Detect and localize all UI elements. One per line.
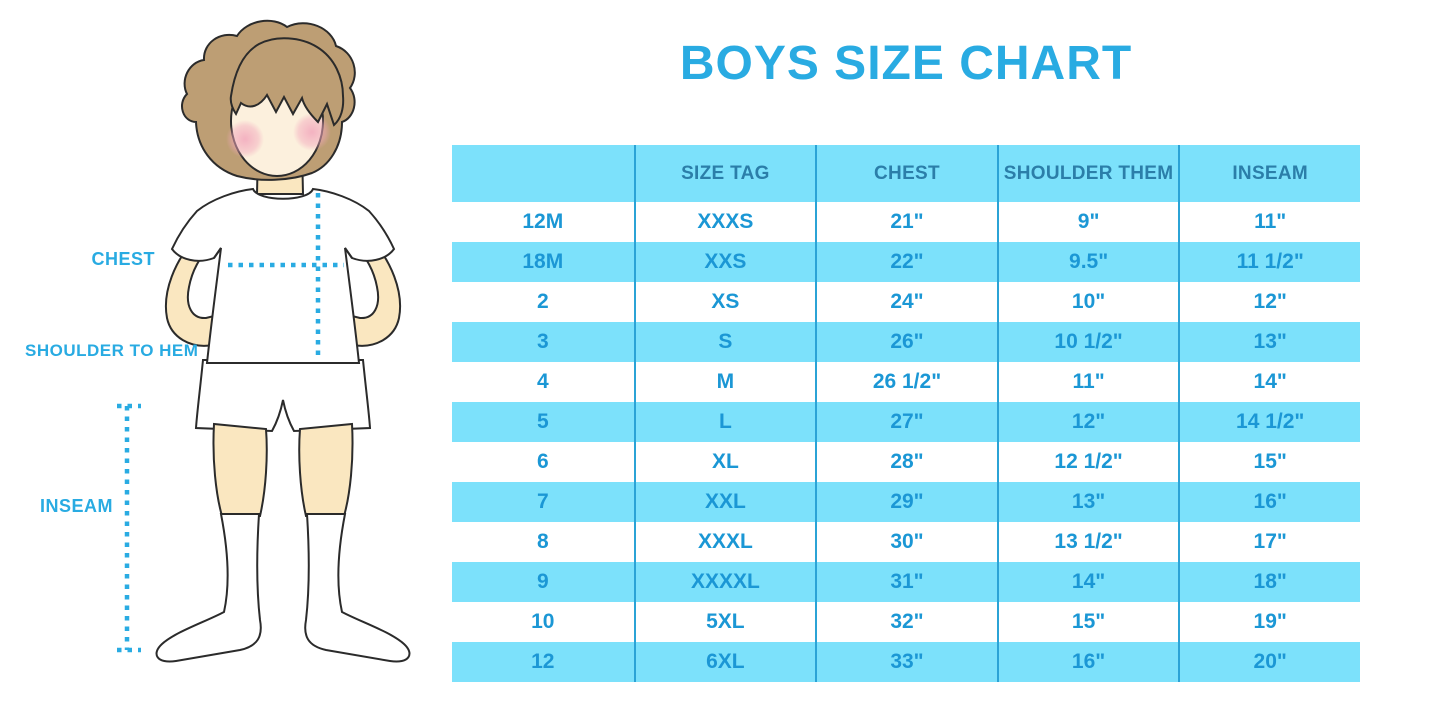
table-cell: 11 1/2"	[1178, 242, 1360, 282]
table-cell: 11"	[1178, 202, 1360, 242]
table-cell: XXXXL	[633, 562, 816, 602]
table-cell: 5XL	[633, 602, 816, 642]
table-cell: 18"	[1178, 562, 1360, 602]
table-cell: XXXS	[633, 202, 816, 242]
header-cell	[452, 145, 634, 202]
table-cell: 8	[452, 522, 634, 562]
table-cell: 9.5"	[996, 242, 1179, 282]
header-cell: INSEAM	[1178, 145, 1360, 202]
sleeve-fold-lines	[213, 247, 353, 259]
table-cell: 12"	[996, 402, 1179, 442]
table-cell: 26 1/2"	[815, 362, 997, 402]
table-cell: 20"	[1178, 642, 1360, 682]
table-cell: 7	[452, 482, 634, 522]
table-cell: 22"	[815, 242, 997, 282]
table-cell: 30"	[815, 522, 997, 562]
table-cell: 14"	[996, 562, 1179, 602]
table-cell: 29"	[815, 482, 997, 522]
table-cell: 11"	[996, 362, 1179, 402]
table-cell: 4	[452, 362, 634, 402]
inseam-label: INSEAM	[40, 496, 114, 516]
right-leg	[298, 422, 354, 517]
table-cell: 16"	[996, 642, 1179, 682]
table-cell: 27"	[815, 402, 997, 442]
table-cell: 32"	[815, 602, 997, 642]
table-cell: 13 1/2"	[996, 522, 1179, 562]
header-cell: CHEST	[815, 145, 997, 202]
size-table: SIZE TAG CHEST SHOULDER THEM INSEAM 12M XXXS 2…	[452, 145, 1360, 682]
t-shirt	[170, 187, 396, 364]
boy-illustration	[117, 19, 411, 663]
table-cell: 10 1/2"	[996, 322, 1179, 362]
table-cell: 16"	[1178, 482, 1360, 522]
table-cell: XL	[633, 442, 816, 482]
table-cell: 18M	[452, 242, 634, 282]
table-cell: 13"	[1178, 322, 1360, 362]
table-cell: 15"	[1178, 442, 1360, 482]
table-cell: 13"	[996, 482, 1179, 522]
table-cell: XXXL	[633, 522, 816, 562]
table-cell: 9	[452, 562, 634, 602]
hair-fringe	[229, 37, 345, 127]
shoulder-to-hem-label: SHOULDER TO HEM	[25, 341, 199, 360]
table-cell: 19"	[1178, 602, 1360, 642]
table-cell: 17"	[1178, 522, 1360, 562]
table-cell: 14"	[1178, 362, 1360, 402]
table-cell: 26"	[815, 322, 997, 362]
table-cell: 12M	[452, 202, 634, 242]
table-cell: 15"	[996, 602, 1179, 642]
table-cell: M	[633, 362, 816, 402]
table-cell: 33"	[815, 642, 997, 682]
table-cell: XS	[633, 282, 816, 322]
table-cell: 12 1/2"	[996, 442, 1179, 482]
table-cell: XXS	[633, 242, 816, 282]
table-cell: XXL	[633, 482, 816, 522]
table-cell: 31"	[815, 562, 997, 602]
table-cell: 2	[452, 282, 634, 322]
table-cell: 12"	[1178, 282, 1360, 322]
table-cell: 5	[452, 402, 634, 442]
header-cell: SIZE TAG	[633, 145, 816, 202]
table-cell: 28"	[815, 442, 997, 482]
left-sock	[155, 513, 262, 663]
table-cell: 12	[452, 642, 634, 682]
table-cell: 6	[452, 442, 634, 482]
table-cell: 9"	[996, 202, 1179, 242]
left-leg	[212, 422, 268, 517]
right-cheek	[293, 113, 331, 151]
chest-label: CHEST	[91, 249, 155, 269]
table-cell: 10"	[996, 282, 1179, 322]
table-cell: L	[633, 402, 816, 442]
table-cell: 3	[452, 322, 634, 362]
table-cell: 21"	[815, 202, 997, 242]
shorts	[194, 359, 372, 433]
header-cell: SHOULDER THEM	[996, 145, 1179, 202]
table-cell: 14 1/2"	[1178, 402, 1360, 442]
right-sock	[304, 513, 411, 663]
table-cell: 10	[452, 602, 634, 642]
left-cheek	[226, 120, 264, 158]
table-cell: 6XL	[633, 642, 816, 682]
page-title: BOYS SIZE CHART	[679, 37, 1133, 90]
table-cell: 24"	[815, 282, 997, 322]
table-cell: S	[633, 322, 816, 362]
